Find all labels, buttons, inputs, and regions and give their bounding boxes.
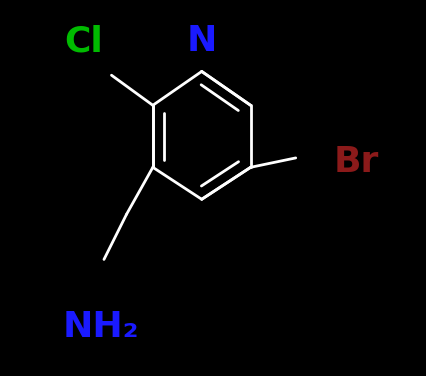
- Text: Br: Br: [333, 145, 379, 179]
- Text: NH₂: NH₂: [63, 310, 139, 344]
- Text: N: N: [187, 24, 217, 58]
- Text: Cl: Cl: [64, 24, 103, 58]
